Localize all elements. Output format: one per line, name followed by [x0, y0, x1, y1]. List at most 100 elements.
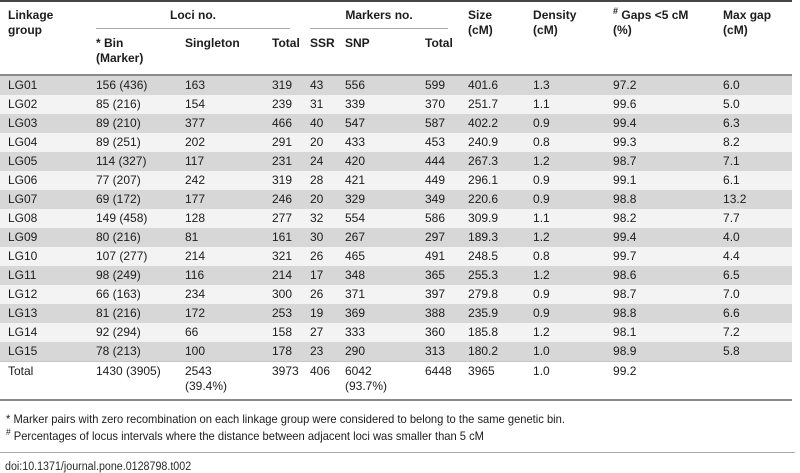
cell: 4.0 [715, 228, 793, 247]
table-body: LG01 156 (436) 163 319 43 556 599 401.6 1.3 97.2 6… [0, 74, 793, 399]
cell: 23 [302, 342, 337, 362]
col-header-density: Density (cM) [533, 8, 577, 37]
cell: 98.6 [605, 266, 716, 285]
cell: 267.3 [460, 152, 526, 171]
cell: 449 [417, 171, 461, 190]
col-header-max-gap: Max gap (cM) [723, 8, 772, 37]
cell: 5.8 [715, 342, 793, 362]
table-row: LG04 89 (251) 202 291 20 433 453 240.9 0.8 99.3 8.… [0, 133, 793, 152]
cell: 6.5 [715, 266, 793, 285]
table-row: LG09 80 (216) 81 161 30 267 297 189.3 1.2 99.4 4.0 [0, 228, 793, 247]
footnotes: * Marker pairs with zero recombination o… [6, 411, 800, 445]
cell: 333 [337, 323, 417, 342]
cell: 253 [264, 304, 302, 323]
table-row: LG13 81 (216) 172 253 19 369 388 235.9 0.9 98.8 6.… [0, 304, 793, 323]
table-row: Total 1430 (3905) 2543 (39.4%) 3973 406 6042 … [0, 361, 793, 399]
cell: 365 [417, 266, 461, 285]
col-header-bin: * Bin (Marker) [96, 36, 144, 65]
row-label: LG03 [0, 114, 88, 133]
table-row: LG06 77 (207) 242 319 28 421 449 296.1 0.9 99.1 6.… [0, 171, 793, 190]
cell: 377 [177, 114, 264, 133]
cell: 69 (172) [88, 190, 177, 209]
footer-divider [0, 452, 795, 453]
cell: 116 [177, 266, 264, 285]
row-label: LG07 [0, 190, 88, 209]
cell: 6448 [417, 361, 461, 399]
cell: 599 [417, 74, 461, 95]
row-label: LG13 [0, 304, 88, 323]
cell: 5.0 [715, 95, 793, 114]
table-row: LG07 69 (172) 177 246 20 329 349 220.6 0.9 98.8 13… [0, 190, 793, 209]
cell: 128 [177, 209, 264, 228]
cell: 319 [264, 171, 302, 190]
cell: 20 [302, 190, 337, 209]
cell: 235.9 [460, 304, 526, 323]
cell: 6.0 [715, 74, 793, 95]
cell: 406 [302, 361, 337, 399]
row-label: LG12 [0, 285, 88, 304]
cell: 267 [337, 228, 417, 247]
cell: 220.6 [460, 190, 526, 209]
cell: 0.8 [525, 247, 606, 266]
cell: 251.7 [460, 95, 526, 114]
footnote-bin: * Marker pairs with zero recombination o… [6, 412, 565, 426]
cell: 321 [264, 247, 302, 266]
cell: 66 [177, 323, 264, 342]
cell: 6.1 [715, 171, 793, 190]
cell: 180.2 [460, 342, 526, 362]
table-row: LG03 89 (210) 377 466 40 547 587 402.2 0.9 99.4 6.… [0, 114, 793, 133]
cell: 26 [302, 285, 337, 304]
table-row: LG11 98 (249) 116 214 17 348 365 255.3 1.2 98.6 6.… [0, 266, 793, 285]
cell: 465 [337, 247, 417, 266]
cell: 13.2 [715, 190, 793, 209]
cell: 177 [177, 190, 264, 209]
col-header-snp: SNP [345, 36, 370, 50]
row-label: LG06 [0, 171, 88, 190]
cell: 7.7 [715, 209, 793, 228]
row-label: Total [0, 361, 88, 399]
cell: 246 [264, 190, 302, 209]
cell: 1.1 [525, 95, 606, 114]
cell: 255.3 [460, 266, 526, 285]
cell: 348 [337, 266, 417, 285]
cell: 586 [417, 209, 461, 228]
cell: 40 [302, 114, 337, 133]
gaps-label: Gaps <5 cM (%) [613, 8, 689, 37]
table-row: LG02 85 (216) 154 239 31 339 370 251.7 1.1 99.6 5.… [0, 95, 793, 114]
cell: 370 [417, 95, 461, 114]
row-label: LG01 [0, 74, 88, 95]
cell: 32 [302, 209, 337, 228]
cell: 420 [337, 152, 417, 171]
cell: 277 [264, 209, 302, 228]
table-row: LG15 78 (213) 100 178 23 290 313 180.2 1.0 98.9 5.… [0, 342, 793, 362]
cell: 24 [302, 152, 337, 171]
cell: 98.7 [605, 152, 716, 171]
cell: 99.3 [605, 133, 716, 152]
cell: 556 [337, 74, 417, 95]
row-label: LG11 [0, 266, 88, 285]
col-header-loci-total: Total [272, 36, 300, 50]
linkage-map-table: Linkage group Loci no. Markers no. Size … [0, 0, 793, 401]
cell: 19 [302, 304, 337, 323]
cell: 0.9 [525, 304, 606, 323]
cell: 2543 (39.4%) [177, 361, 264, 399]
row-label: LG10 [0, 247, 88, 266]
cell: 1.1 [525, 209, 606, 228]
cell: 240.9 [460, 133, 526, 152]
cell: 1.2 [525, 323, 606, 342]
cell: 97.2 [605, 74, 716, 95]
cell: 163 [177, 74, 264, 95]
cell: 4.4 [715, 247, 793, 266]
cell: 239 [264, 95, 302, 114]
row-label: LG08 [0, 209, 88, 228]
cell: 329 [337, 190, 417, 209]
cell: 98.9 [605, 342, 716, 362]
cell: 3965 [460, 361, 526, 399]
doi-line: doi:10.1371/journal.pone.0128798.t002 [5, 461, 192, 473]
cell: 100 [177, 342, 264, 362]
cell: 453 [417, 133, 461, 152]
cell: 17 [302, 266, 337, 285]
cell: 26 [302, 247, 337, 266]
cell: 99.7 [605, 247, 716, 266]
footnote-gaps-text: Percentages of locus intervals where the… [13, 429, 484, 443]
